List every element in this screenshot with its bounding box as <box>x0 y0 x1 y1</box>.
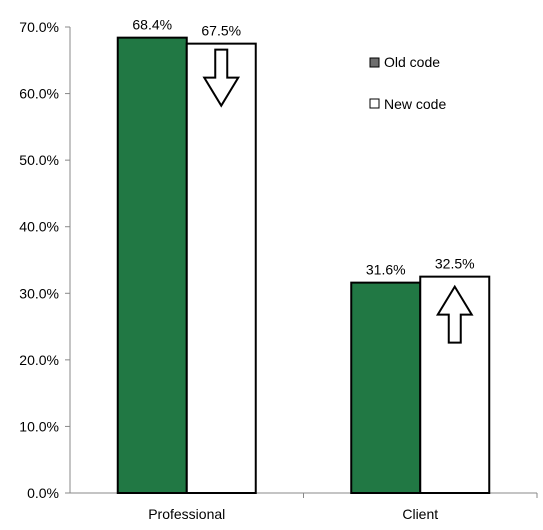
data-label: 31.6% <box>366 262 406 278</box>
y-tick-label: 20.0% <box>19 352 59 368</box>
y-tick-label: 40.0% <box>19 219 59 235</box>
x-tick-label: Professional <box>148 506 225 522</box>
data-label-layer: 68.4% 31.6% 67.5% 32.5% <box>132 17 474 278</box>
data-label: 67.5% <box>201 23 241 39</box>
legend: Old code New code <box>369 54 446 112</box>
arrow-layer <box>202 48 474 344</box>
y-tick-label: 30.0% <box>19 285 59 301</box>
bar <box>116 36 188 494</box>
y-tick-label: 50.0% <box>19 152 59 168</box>
bar <box>350 281 422 494</box>
arrow-up-icon <box>435 284 474 344</box>
legend-label-new-code: New code <box>384 96 446 112</box>
x-tick-label: Client <box>402 506 438 522</box>
bar <box>185 42 257 495</box>
axis-layer: 0.0% 10.0% 20.0% 30.0% 40.0% 50.0% 60.0% 70.0% P… <box>19 19 538 522</box>
data-label: 32.5% <box>435 256 475 272</box>
legend-swatch-new-code <box>369 98 380 109</box>
y-tick-label: 0.0% <box>27 485 59 501</box>
legend-label-old-code: Old code <box>384 54 440 70</box>
data-label: 68.4% <box>132 17 172 33</box>
bar-layer <box>116 36 491 495</box>
y-tick-label: 10.0% <box>19 418 59 434</box>
arrow-down-icon <box>202 48 241 108</box>
y-tick-label: 60.0% <box>19 86 59 102</box>
y-tick-label: 70.0% <box>19 19 59 35</box>
legend-swatch-old-code <box>369 57 380 68</box>
